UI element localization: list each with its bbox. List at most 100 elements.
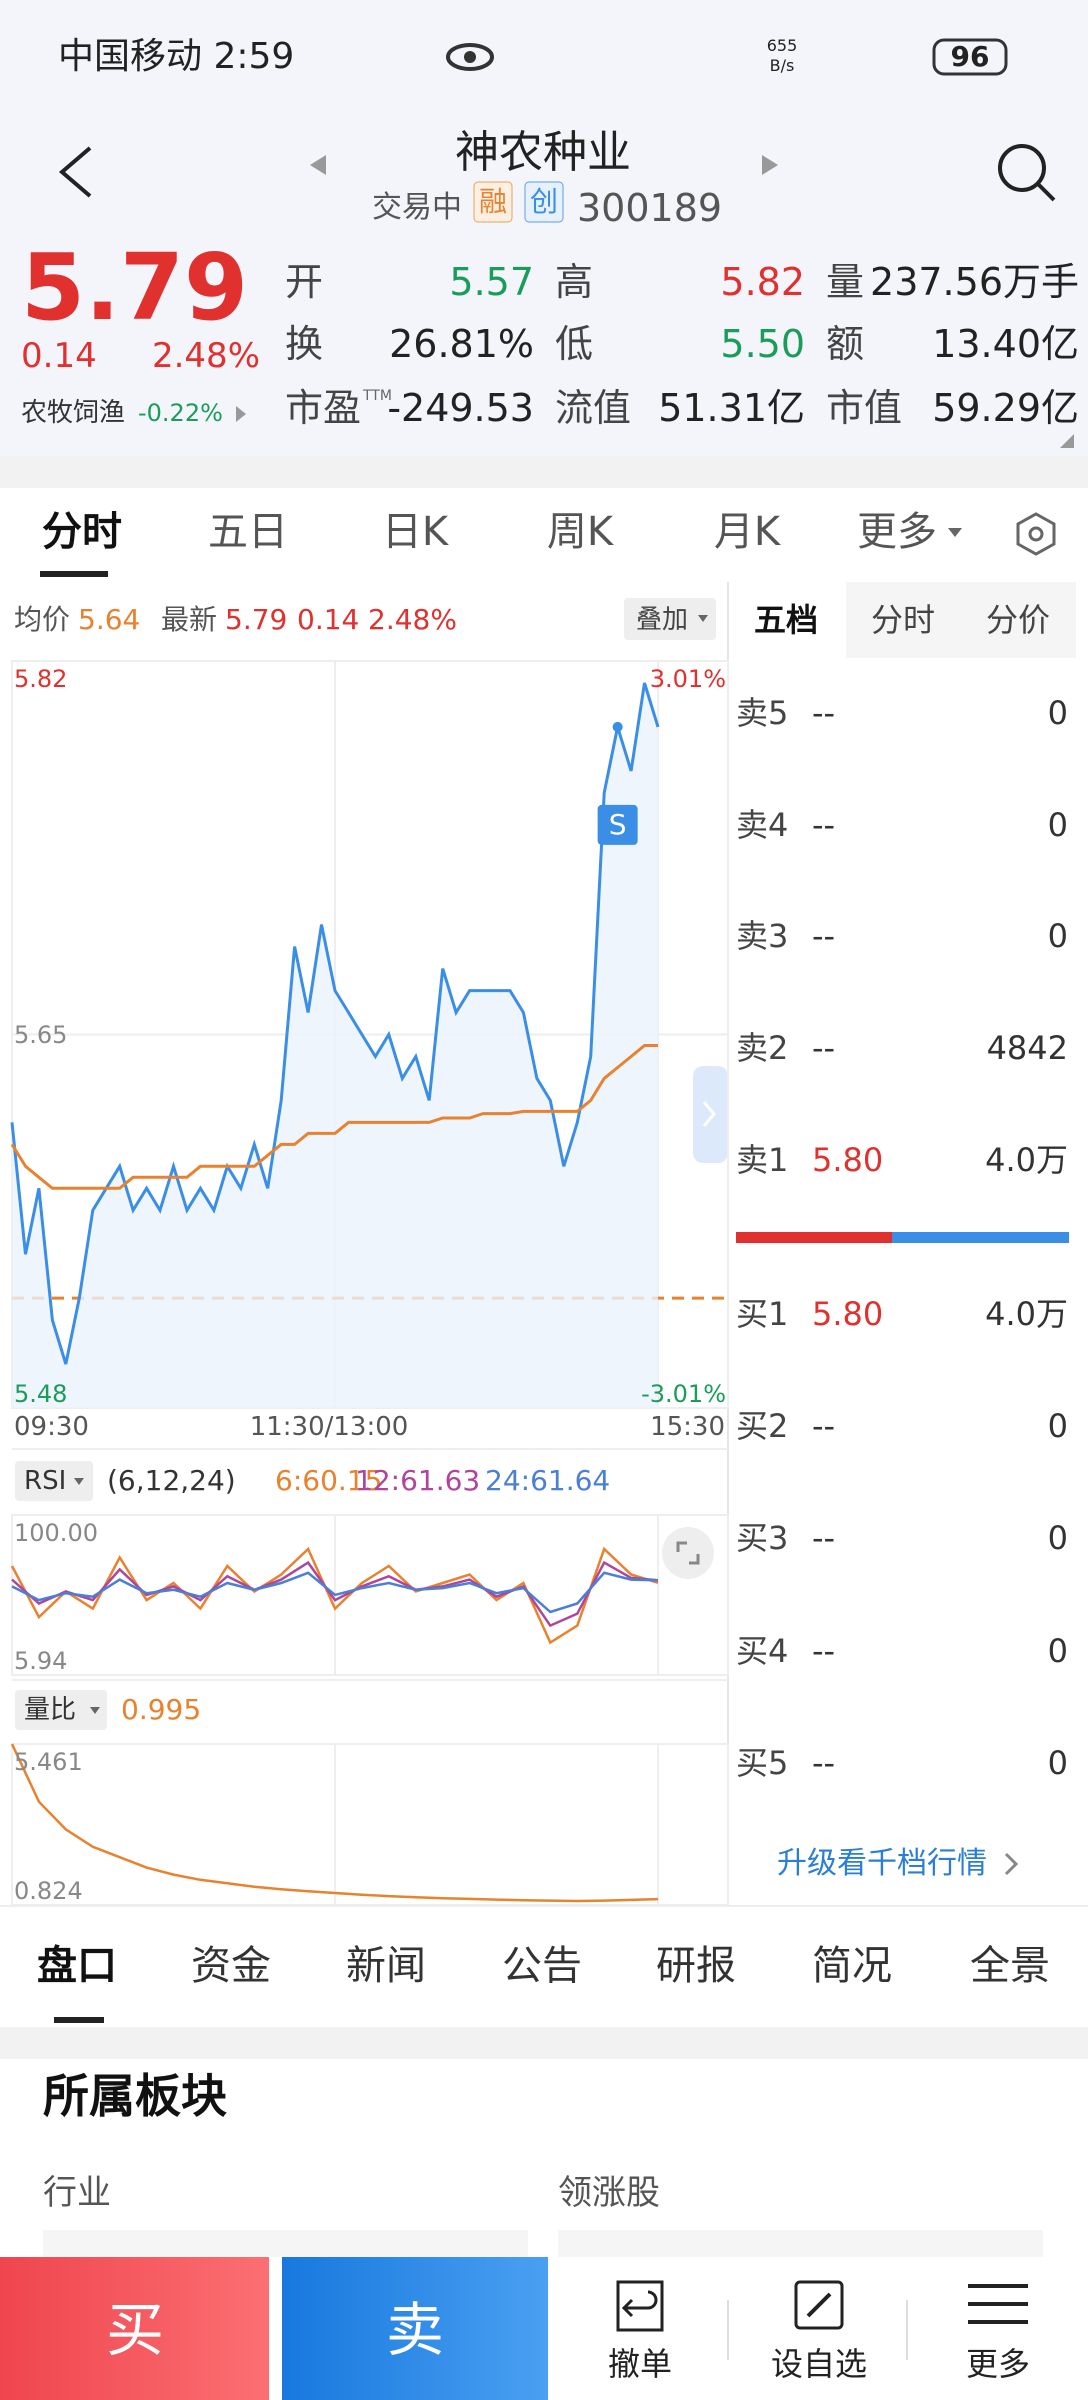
book-volume: 0 <box>1047 806 1068 844</box>
stat-value: 5.57 <box>449 260 534 304</box>
chart-tab[interactable]: 更多 <box>857 509 937 555</box>
stat-value: 51.31亿 <box>658 386 805 430</box>
legend-entry: 6:60.15 <box>275 1464 383 1497</box>
chart-tab[interactable]: 周K <box>546 509 614 555</box>
stat-label: 开 <box>285 260 324 304</box>
rsi-params: (6,12,24) <box>107 1464 236 1497</box>
detail-tab[interactable]: 简况 <box>812 1943 892 1989</box>
y-tick-label: 5.65 <box>14 1020 68 1049</box>
book-price: -- <box>812 1407 836 1445</box>
settings-icon[interactable] <box>1016 512 1056 556</box>
stat-label: 额 <box>826 322 865 366</box>
collapse-icon <box>702 1101 716 1127</box>
sell-button[interactable] <box>282 2257 548 2400</box>
series-line <box>11 1571 659 1614</box>
carrier-time: 中国移动 2:59 <box>58 36 295 77</box>
book-volume: 0 <box>1047 917 1068 955</box>
ratio-title[interactable]: 量比 <box>24 1695 77 1725</box>
book-volume: 0 <box>1047 1632 1068 1670</box>
series-line <box>11 1560 659 1628</box>
tab-underline <box>40 571 108 577</box>
book-price: -- <box>812 1632 836 1670</box>
chart-tab[interactable]: 分时 <box>42 509 122 555</box>
chart-tab[interactable]: 月K <box>713 509 781 555</box>
book-tab[interactable]: 五档 <box>753 601 819 639</box>
detail-tab[interactable]: 公告 <box>502 1943 582 1989</box>
book-volume: 4842 <box>986 1029 1068 1067</box>
stat-value: 5.50 <box>720 322 805 366</box>
trade-marker: S <box>609 808 627 841</box>
book-label: 买1 <box>736 1295 789 1333</box>
book-tab[interactable]: 分价 <box>985 601 1051 639</box>
bid-bar <box>892 1232 1069 1243</box>
detail-tab[interactable]: 新闻 <box>346 1943 426 1989</box>
book-volume: 4.0万 <box>985 1141 1068 1179</box>
book-label: 卖2 <box>736 1029 789 1067</box>
series-line <box>10 1743 659 1903</box>
last-price: 5.79 <box>21 234 248 341</box>
plot-frame <box>11 1514 729 1676</box>
section-title: 所属板块 <box>43 2069 227 2123</box>
action-item[interactable]: 更多 <box>965 2345 1031 2383</box>
stat-label: 市值 <box>826 386 903 430</box>
plot-frame <box>11 1743 729 1906</box>
book-label: 买3 <box>736 1519 789 1557</box>
stat-value: 26.81% <box>389 322 534 366</box>
search-icon[interactable] <box>998 144 1046 192</box>
detail-tab[interactable]: 全景 <box>970 1943 1050 1989</box>
action-item[interactable]: 撤单 <box>607 2345 673 2383</box>
expand-button[interactable] <box>662 1527 714 1579</box>
stat-label: 低 <box>555 322 594 366</box>
book-label: 买2 <box>736 1407 789 1445</box>
book-tab[interactable]: 分时 <box>870 601 936 639</box>
stat-label: 流值 <box>555 386 632 430</box>
book-tab-active <box>728 582 846 658</box>
collapse-tab[interactable] <box>693 1066 728 1163</box>
divider <box>0 2027 1088 2059</box>
book-price: 5.80 <box>812 1295 884 1333</box>
book-price: -- <box>812 1029 836 1067</box>
change: 0.14 <box>21 336 97 376</box>
stat-label: 市盈 <box>285 386 362 430</box>
back-icon[interactable] <box>58 146 92 198</box>
stat-label-sup: TTM <box>363 388 392 404</box>
buy-label[interactable]: 买 <box>105 2296 165 2364</box>
detail-tab[interactable]: 研报 <box>656 1943 736 1989</box>
area-fill <box>12 682 658 1408</box>
detail-tab[interactable]: 资金 <box>191 1943 271 1989</box>
detail-tab[interactable]: 盘口 <box>37 1943 117 1989</box>
next-icon[interactable] <box>762 155 778 175</box>
chart-tab[interactable]: 五日 <box>208 509 288 555</box>
legend-entry: 12:61.63 <box>355 1464 481 1497</box>
prev-icon[interactable] <box>310 155 326 175</box>
edit-icon <box>794 2280 844 2330</box>
action-item[interactable]: 设自选 <box>770 2345 868 2383</box>
stat-value: 13.40亿 <box>932 322 1079 366</box>
chart-tab[interactable]: 日K <box>381 509 449 555</box>
chevron <box>1004 1852 1019 1876</box>
rsi-dropdown[interactable] <box>15 1461 93 1501</box>
chevron <box>236 406 246 422</box>
book-label: 卖3 <box>736 917 789 955</box>
sell-label[interactable]: 卖 <box>385 2296 445 2364</box>
stat-value: 5.82 <box>720 260 805 304</box>
buy-button[interactable] <box>0 2257 269 2400</box>
book-price: 5.80 <box>812 1141 884 1179</box>
badge-gem: 创 <box>529 185 559 218</box>
dropdown-icon <box>698 615 708 622</box>
series-line <box>10 1546 659 1645</box>
overlay-label[interactable]: 叠加 <box>635 605 689 635</box>
book-label: 买4 <box>736 1632 789 1670</box>
upgrade-link[interactable]: 升级看千档行情 <box>777 1846 987 1881</box>
battery-icon <box>932 38 1008 76</box>
dropdown-icon <box>74 1478 84 1485</box>
book-price: -- <box>812 1519 836 1557</box>
ratio-dropdown[interactable] <box>15 1690 107 1730</box>
avg-label: 均价 <box>14 603 71 636</box>
overlay-button[interactable] <box>624 598 716 640</box>
series-line <box>10 682 660 1365</box>
trade-status: 交易中 <box>372 190 462 225</box>
rsi-title[interactable]: RSI <box>24 1466 67 1496</box>
